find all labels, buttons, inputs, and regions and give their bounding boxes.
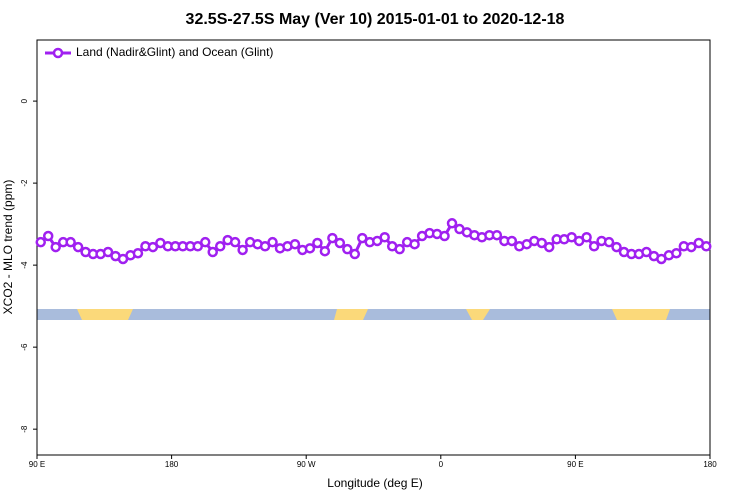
- y-tick-label: -6: [20, 343, 29, 351]
- data-point: [192, 241, 204, 252]
- y-tick-label: 0: [20, 98, 29, 103]
- data-point: [214, 241, 226, 252]
- data-point: [289, 238, 301, 250]
- data-point: [686, 241, 697, 253]
- plot-frame: [36, 39, 711, 456]
- data-point: [349, 248, 361, 260]
- x-tick-label: 90 E: [29, 460, 45, 469]
- data-point: [357, 232, 368, 244]
- data-point: [536, 237, 547, 249]
- data-point: [229, 236, 241, 248]
- data-point: [35, 236, 46, 248]
- data-point: [327, 232, 338, 244]
- land-band: [77, 309, 133, 320]
- data-point: [65, 236, 76, 248]
- legend-label: Land (Nadir&Glint) and Ocean (Glint): [76, 45, 273, 59]
- y-axis-label: XCO2 - MLO trend (ppm): [1, 180, 15, 315]
- chart-title: 32.5S-27.5S May (Ver 10) 2015-01-01 to 2…: [186, 11, 565, 28]
- data-point: [102, 246, 114, 258]
- data-point: [701, 241, 712, 252]
- x-tick-label: 180: [703, 460, 717, 469]
- y-tick-label: -4: [20, 261, 29, 269]
- data-point: [611, 241, 622, 253]
- data-point: [237, 244, 248, 256]
- land-band: [612, 309, 670, 320]
- data-point: [342, 243, 353, 255]
- data-point: [72, 241, 84, 253]
- y-tick-label: -2: [20, 179, 29, 187]
- data-point: [147, 241, 159, 253]
- data-point: [603, 236, 615, 248]
- data-point: [543, 241, 555, 253]
- x-tick-label: 90 E: [567, 460, 583, 469]
- data-point: [267, 236, 278, 248]
- data-point: [50, 241, 61, 253]
- data-point: [200, 236, 211, 248]
- ocean-band: [37, 309, 710, 320]
- data-point: [394, 243, 405, 255]
- data-point: [312, 237, 323, 249]
- data-point: [506, 235, 518, 247]
- x-axis-label: Longitude (deg E): [327, 476, 422, 490]
- data-point: [304, 243, 316, 254]
- data-point: [491, 229, 503, 241]
- data-point: [409, 238, 420, 250]
- land-band: [334, 309, 368, 320]
- data-point: [439, 230, 450, 242]
- data-point: [671, 247, 682, 259]
- x-tick-label: 180: [165, 460, 179, 469]
- land-band: [466, 309, 490, 320]
- data-point: [42, 230, 54, 242]
- data-point: [207, 246, 218, 258]
- y-tick-label: -8: [20, 425, 29, 433]
- x-tick-label: 90 W: [297, 460, 316, 469]
- data-point: [581, 231, 592, 243]
- legend-marker: [52, 47, 64, 59]
- data-point: [132, 247, 144, 259]
- data-point: [641, 246, 652, 258]
- data-point: [319, 245, 331, 257]
- x-tick-label: 0: [439, 460, 444, 469]
- land-ocean-band: [37, 309, 710, 320]
- data-point: [588, 241, 600, 252]
- data-point: [379, 231, 390, 243]
- data-point: [334, 237, 346, 249]
- data-point: [259, 241, 271, 252]
- data-point: [446, 218, 458, 229]
